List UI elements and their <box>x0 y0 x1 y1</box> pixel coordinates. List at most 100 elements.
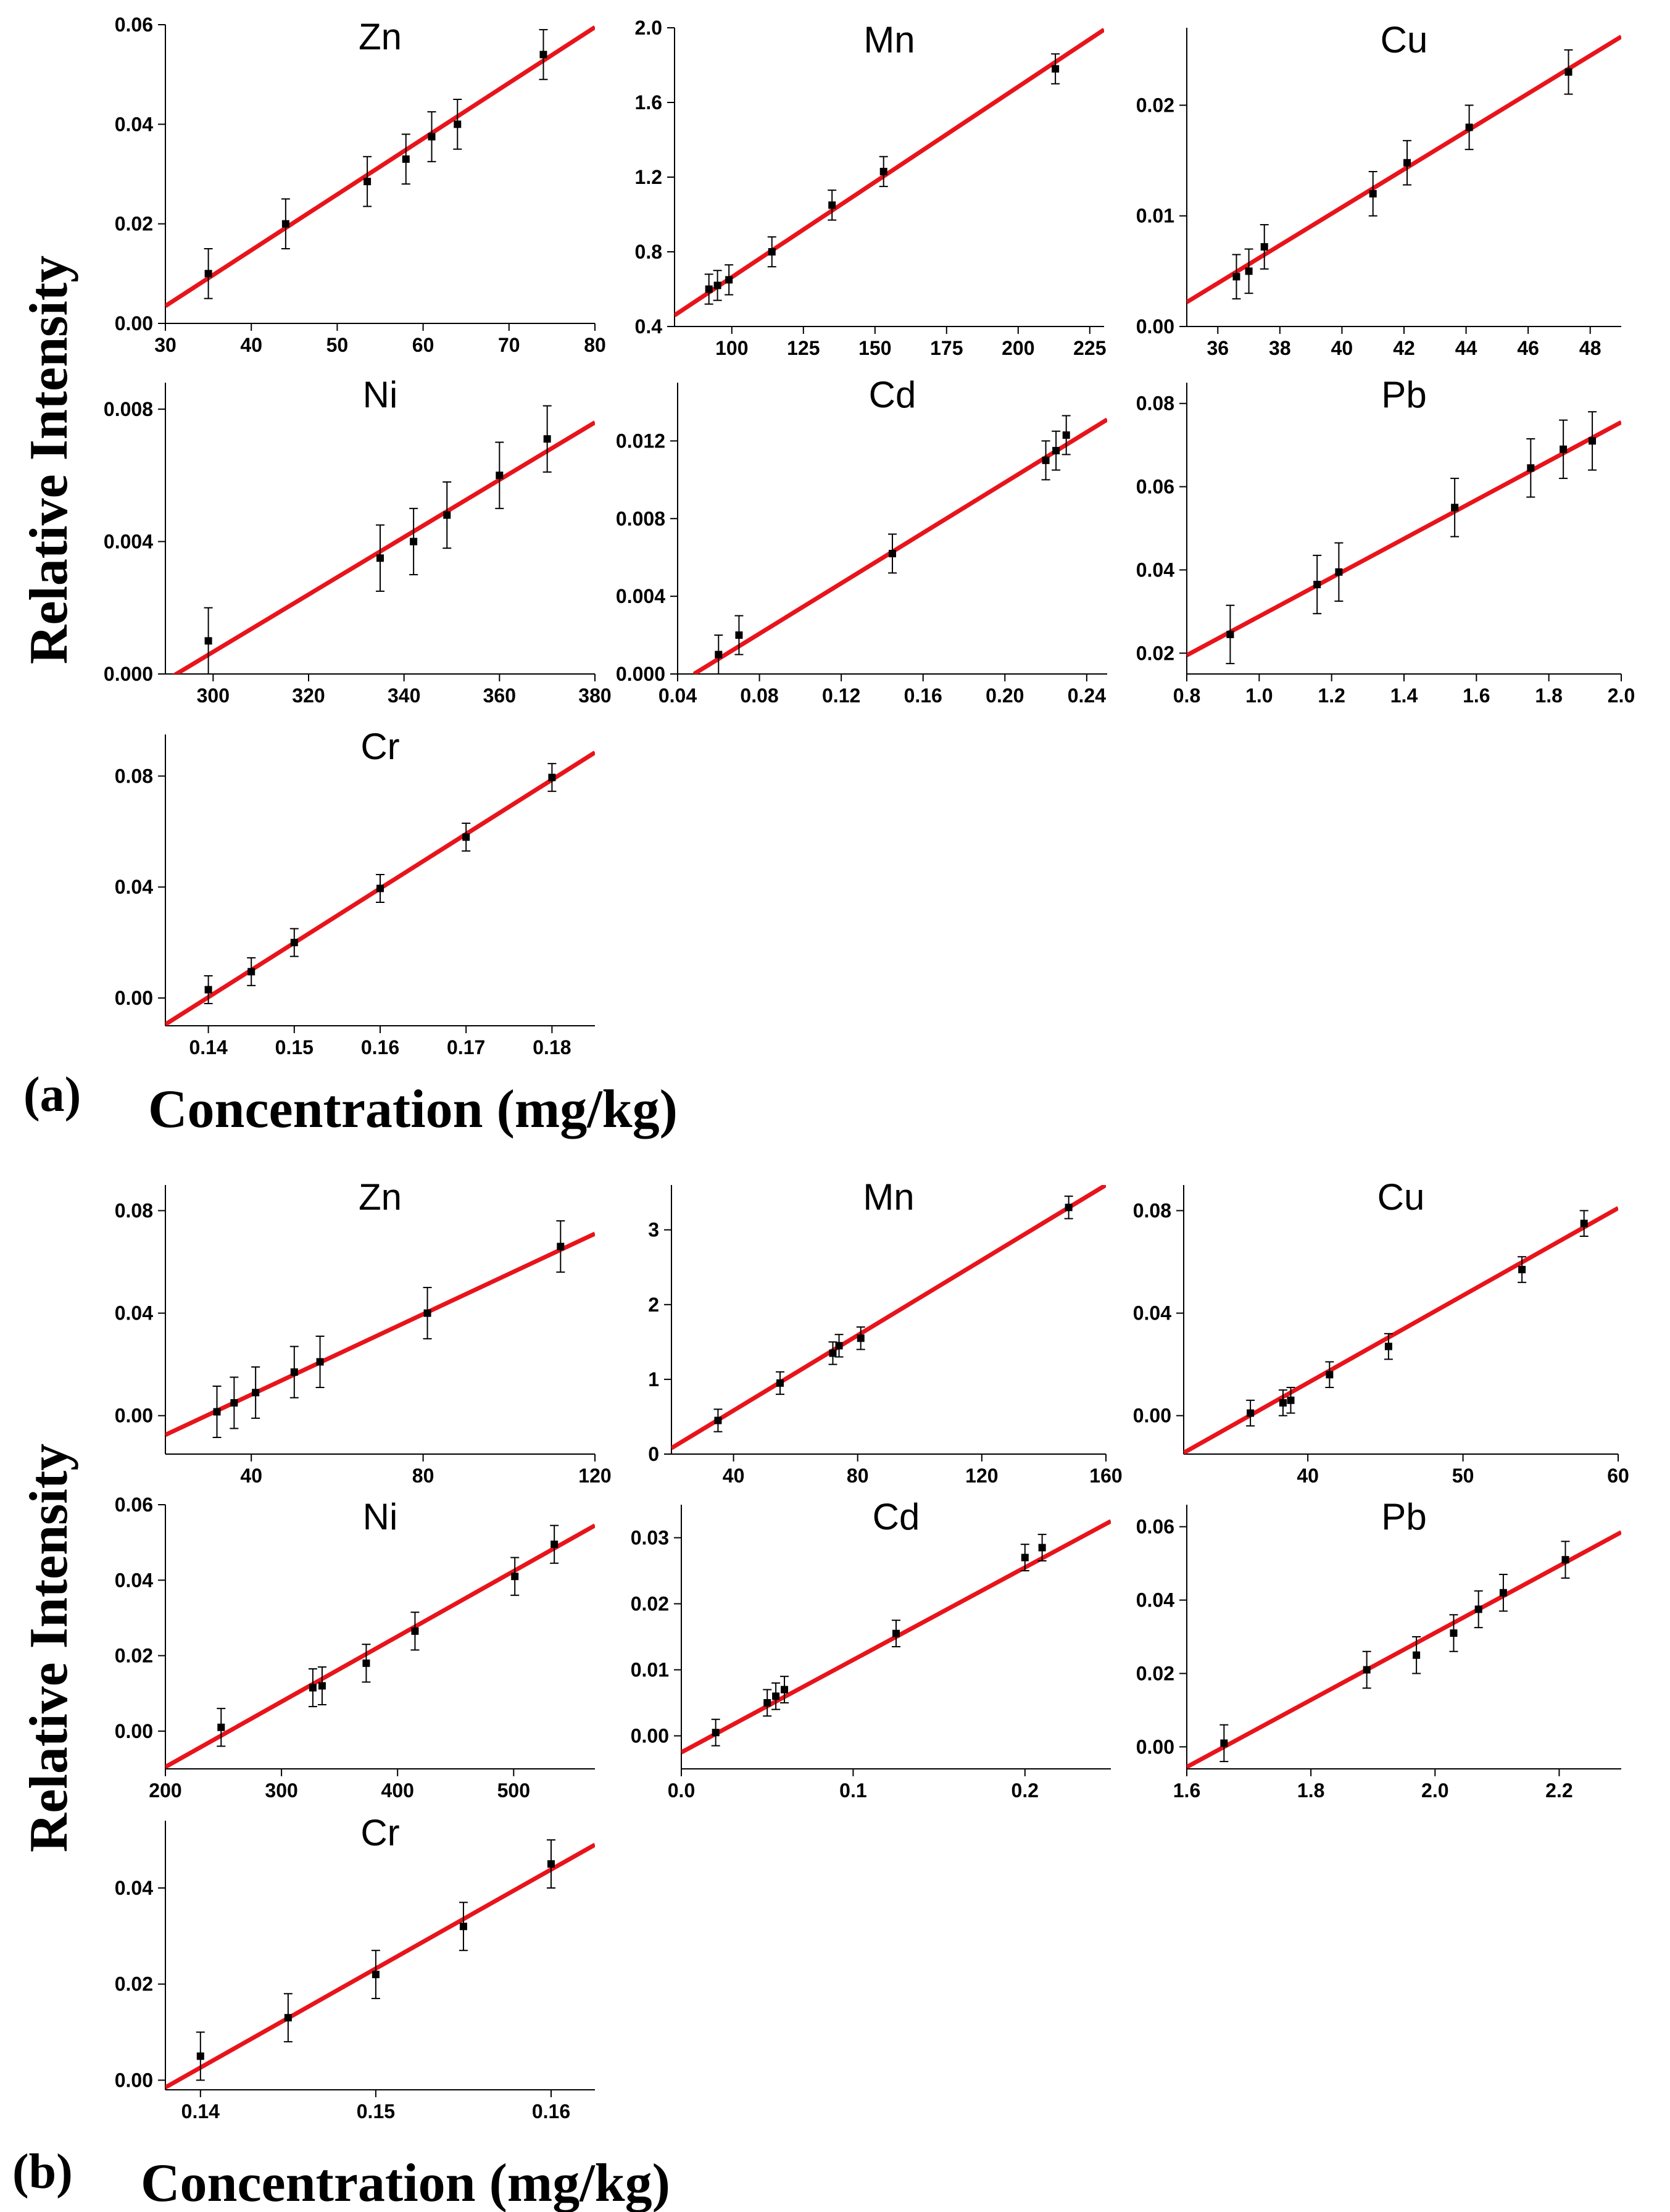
data-point-a-cu <box>1564 68 1572 76</box>
y-tick-label-a-zn: 0.04 <box>115 113 153 135</box>
y-tick-label-a-cd: 0.008 <box>616 507 665 530</box>
data-point-a-cr <box>548 773 556 781</box>
x-tick-label-a-zn: 40 <box>240 334 262 356</box>
data-point-b-cd <box>1021 1553 1029 1561</box>
plot-title-b-ni: Ni <box>363 1496 398 1537</box>
fit-line-b-cr <box>165 1842 595 2090</box>
fit-line-a-pb <box>1187 420 1621 657</box>
y-tick-label-a-mn: 1.6 <box>635 91 662 114</box>
x-tick-label-a-cr: 0.14 <box>189 1036 227 1058</box>
fit-line-a-cd <box>692 417 1107 674</box>
x-tick-label-b-zn: 40 <box>240 1465 262 1487</box>
data-point-b-pb <box>1499 1589 1507 1597</box>
plot-title-a-cd: Cd <box>869 374 916 415</box>
fit-line-a-cu <box>1187 35 1621 304</box>
x-tick-label-a-cu: 40 <box>1331 337 1353 359</box>
data-point-a-mn <box>725 276 733 284</box>
data-point-b-cu <box>1384 1342 1392 1350</box>
data-point-b-pb <box>1450 1629 1458 1637</box>
plot-title-b-pb: Pb <box>1381 1496 1426 1537</box>
x-tick-label-a-cd: 0.04 <box>658 684 697 707</box>
data-point-a-zn <box>204 270 212 278</box>
plot-title-a-pb: Pb <box>1381 374 1426 415</box>
data-point-a-cd <box>715 651 723 659</box>
y-tick-label-a-cd: 0.012 <box>616 430 665 452</box>
y-tick-label-a-zn: 0.02 <box>115 213 153 235</box>
data-point-b-mn <box>857 1334 865 1342</box>
data-point-a-mn <box>713 281 721 289</box>
data-point-b-pb <box>1561 1556 1569 1564</box>
data-point-b-cu <box>1580 1220 1588 1228</box>
y-tick-label-a-ni: 0.008 <box>104 398 153 420</box>
y-tick-label-a-mn: 1.2 <box>635 166 662 188</box>
data-point-a-cu <box>1260 243 1268 251</box>
data-point-b-ni <box>550 1540 559 1549</box>
y-tick-label-b-cr: 0.00 <box>115 2069 153 2091</box>
x-tick-label-a-zn: 70 <box>498 334 520 356</box>
data-point-b-ni <box>318 1682 326 1690</box>
data-point-b-cd <box>712 1729 720 1737</box>
fit-line-b-mn <box>671 1185 1106 1450</box>
data-point-b-mn <box>714 1416 722 1424</box>
x-tick-label-b-ni: 300 <box>265 1779 297 1802</box>
plot-a-cr: 0.14 0.15 0.16 0.17 0.18 0.00 0.04 0.08 Cr <box>115 726 595 1058</box>
y-tick-label-b-pb: 0.06 <box>1136 1516 1174 1538</box>
y-tick-label-b-cd: 0.02 <box>631 1593 669 1615</box>
data-point-a-ni <box>204 637 212 645</box>
data-point-a-zn <box>428 133 436 141</box>
data-point-a-cr <box>290 939 298 947</box>
x-tick-label-b-cu: 50 <box>1452 1465 1474 1487</box>
y-tick-label-a-cr: 0.00 <box>115 987 153 1009</box>
x-tick-label-b-pb: 1.6 <box>1173 1779 1200 1802</box>
data-point-a-pb <box>1313 581 1321 589</box>
x-tick-label-a-cu: 36 <box>1207 337 1229 359</box>
data-point-a-cr <box>376 884 384 892</box>
x-tick-label-a-ni: 360 <box>483 684 516 707</box>
x-tick-label-b-pb: 2.0 <box>1421 1779 1448 1802</box>
data-point-a-pb <box>1451 504 1459 512</box>
x-tick-label-b-pb: 2.2 <box>1545 1779 1572 1802</box>
y-tick-label-b-zn: 0.00 <box>115 1405 153 1427</box>
plot-title-a-cr: Cr <box>360 726 399 767</box>
panel-label-a: (a) <box>23 1068 81 1122</box>
y-tick-label-b-ni: 0.00 <box>115 1720 153 1742</box>
y-tick-label-a-cd: 0.000 <box>616 663 665 685</box>
x-tick-label-a-mn: 225 <box>1073 337 1106 359</box>
data-point-b-cu <box>1326 1371 1334 1379</box>
x-tick-label-a-mn: 175 <box>930 337 963 359</box>
data-point-a-cr <box>204 986 212 994</box>
data-point-b-cd <box>1038 1544 1046 1552</box>
y-tick-label-a-zn: 0.00 <box>115 312 153 335</box>
x-tick-label-a-pb: 1.4 <box>1390 684 1418 707</box>
x-tick-label-a-cd: 0.08 <box>740 684 778 707</box>
y-tick-label-b-ni: 0.06 <box>115 1494 153 1516</box>
data-point-b-cr <box>547 1860 555 1868</box>
y-tick-label-b-cu: 0.04 <box>1133 1302 1171 1324</box>
x-tick-label-b-cd: 0.1 <box>839 1779 866 1802</box>
plot-title-a-zn: Zn <box>359 16 402 57</box>
x-tick-label-a-cr: 0.18 <box>533 1036 571 1058</box>
plot-b-cd: 0.0 0.1 0.2 0.00 0.01 0.02 0.03 Cd <box>631 1496 1111 1802</box>
x-tick-label-a-cd: 0.20 <box>986 684 1024 707</box>
plot-b-zn: 40 80 120 0.00 0.04 0.08 Zn <box>115 1176 612 1487</box>
data-point-b-mn <box>1065 1204 1073 1212</box>
data-point-b-zn <box>230 1399 238 1407</box>
plot-title-b-cr: Cr <box>360 1812 399 1853</box>
y-tick-label-b-cu: 0.00 <box>1133 1405 1171 1427</box>
x-tick-label-a-pb: 1.0 <box>1245 684 1273 707</box>
data-point-b-ni <box>411 1627 419 1635</box>
data-point-a-cd <box>889 549 896 557</box>
data-point-a-ni <box>410 538 418 546</box>
data-point-b-cu <box>1287 1396 1295 1404</box>
fit-line-b-zn <box>165 1231 595 1437</box>
plot-a-ni: 300 320 340 360 380 0.000 0.004 0.008 Ni <box>104 374 612 707</box>
x-tick-label-a-pb: 0.8 <box>1173 684 1200 707</box>
fit-line-a-mn <box>675 28 1104 317</box>
y-tick-label-a-cd: 0.004 <box>616 585 665 607</box>
x-tick-label-b-cr: 0.14 <box>181 2100 220 2123</box>
x-tick-label-a-cr: 0.16 <box>361 1036 399 1058</box>
y-tick-label-b-mn: 1 <box>648 1368 659 1391</box>
plot-title-b-cu: Cu <box>1377 1176 1425 1218</box>
x-tick-label-b-cd: 0.2 <box>1012 1779 1039 1802</box>
data-point-b-mn <box>829 1349 837 1357</box>
